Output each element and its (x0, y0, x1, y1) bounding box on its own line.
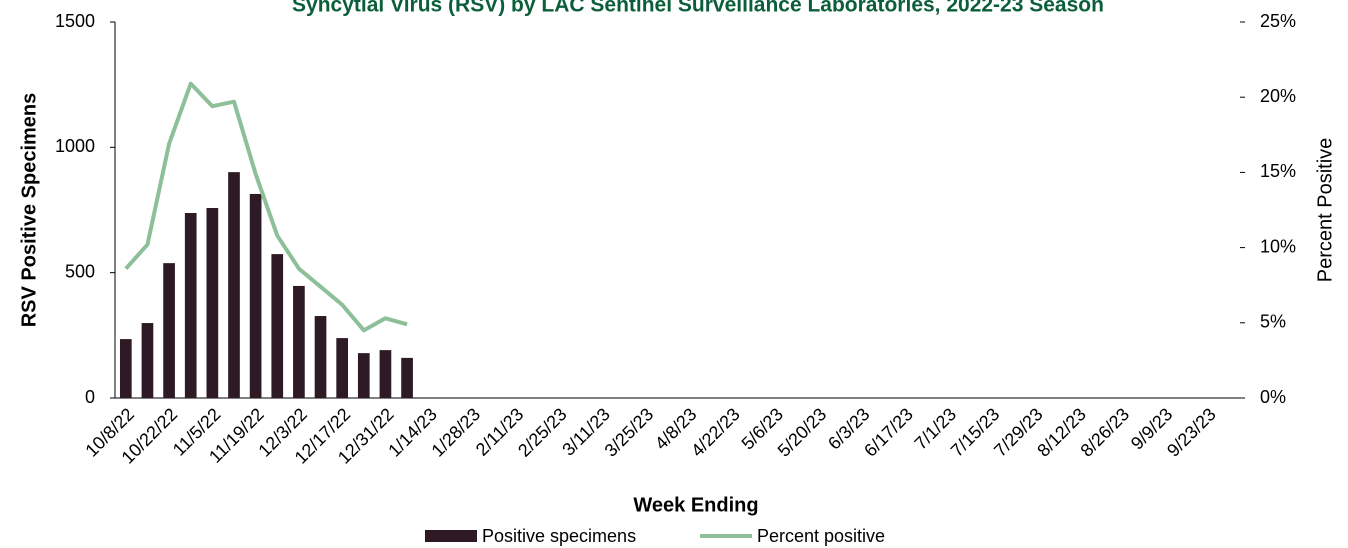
y2-tick-label: 0% (1260, 387, 1286, 407)
y2-axis-label: Percent Positive (1314, 138, 1336, 283)
y-tick-label: 500 (65, 261, 95, 281)
bar (184, 213, 197, 398)
legend-swatch (425, 530, 477, 542)
y2-tick-label: 10% (1260, 236, 1296, 256)
bar (314, 316, 327, 398)
bar (293, 285, 305, 398)
bar (163, 263, 175, 398)
y-axis-label: RSV Positive Specimens (18, 93, 40, 328)
y2-tick-label: 20% (1260, 86, 1296, 106)
y2-tick-label: 5% (1260, 312, 1286, 332)
y-tick-label: 0 (85, 387, 95, 407)
x-tick-label: 3/25/23 (601, 404, 658, 461)
x-tick-label: 2/25/23 (514, 404, 571, 461)
y2-tick-label: 15% (1260, 161, 1296, 181)
x-tick-label: 9/23/23 (1163, 404, 1220, 461)
x-tick-label: 1/28/23 (428, 404, 485, 461)
legend-label: Percent positive (757, 526, 885, 546)
y-tick-label: 1000 (55, 136, 95, 156)
bar (206, 207, 219, 398)
x-tick-label: 6/17/23 (860, 404, 917, 461)
bar (357, 353, 370, 398)
bar (228, 172, 240, 398)
x-tick-label: 4/22/23 (687, 404, 744, 461)
bar (379, 350, 392, 398)
x-tick-label: 8/26/23 (1077, 404, 1134, 461)
chart-title: Syncytial Virus (RSV) by LAC Sentinel Su… (292, 0, 1104, 17)
bar (119, 339, 132, 398)
x-tick-label: 5/20/23 (774, 404, 831, 461)
line (124, 81, 408, 333)
y-tick-label: 1500 (55, 11, 95, 31)
legend-label: Positive specimens (482, 526, 636, 546)
bar (336, 338, 349, 398)
x-axis-label: Week Ending (633, 494, 758, 516)
bar (141, 323, 154, 398)
y2-tick-label: 25% (1260, 11, 1296, 31)
bar (401, 357, 413, 398)
bar (249, 193, 262, 398)
bar (271, 254, 284, 398)
